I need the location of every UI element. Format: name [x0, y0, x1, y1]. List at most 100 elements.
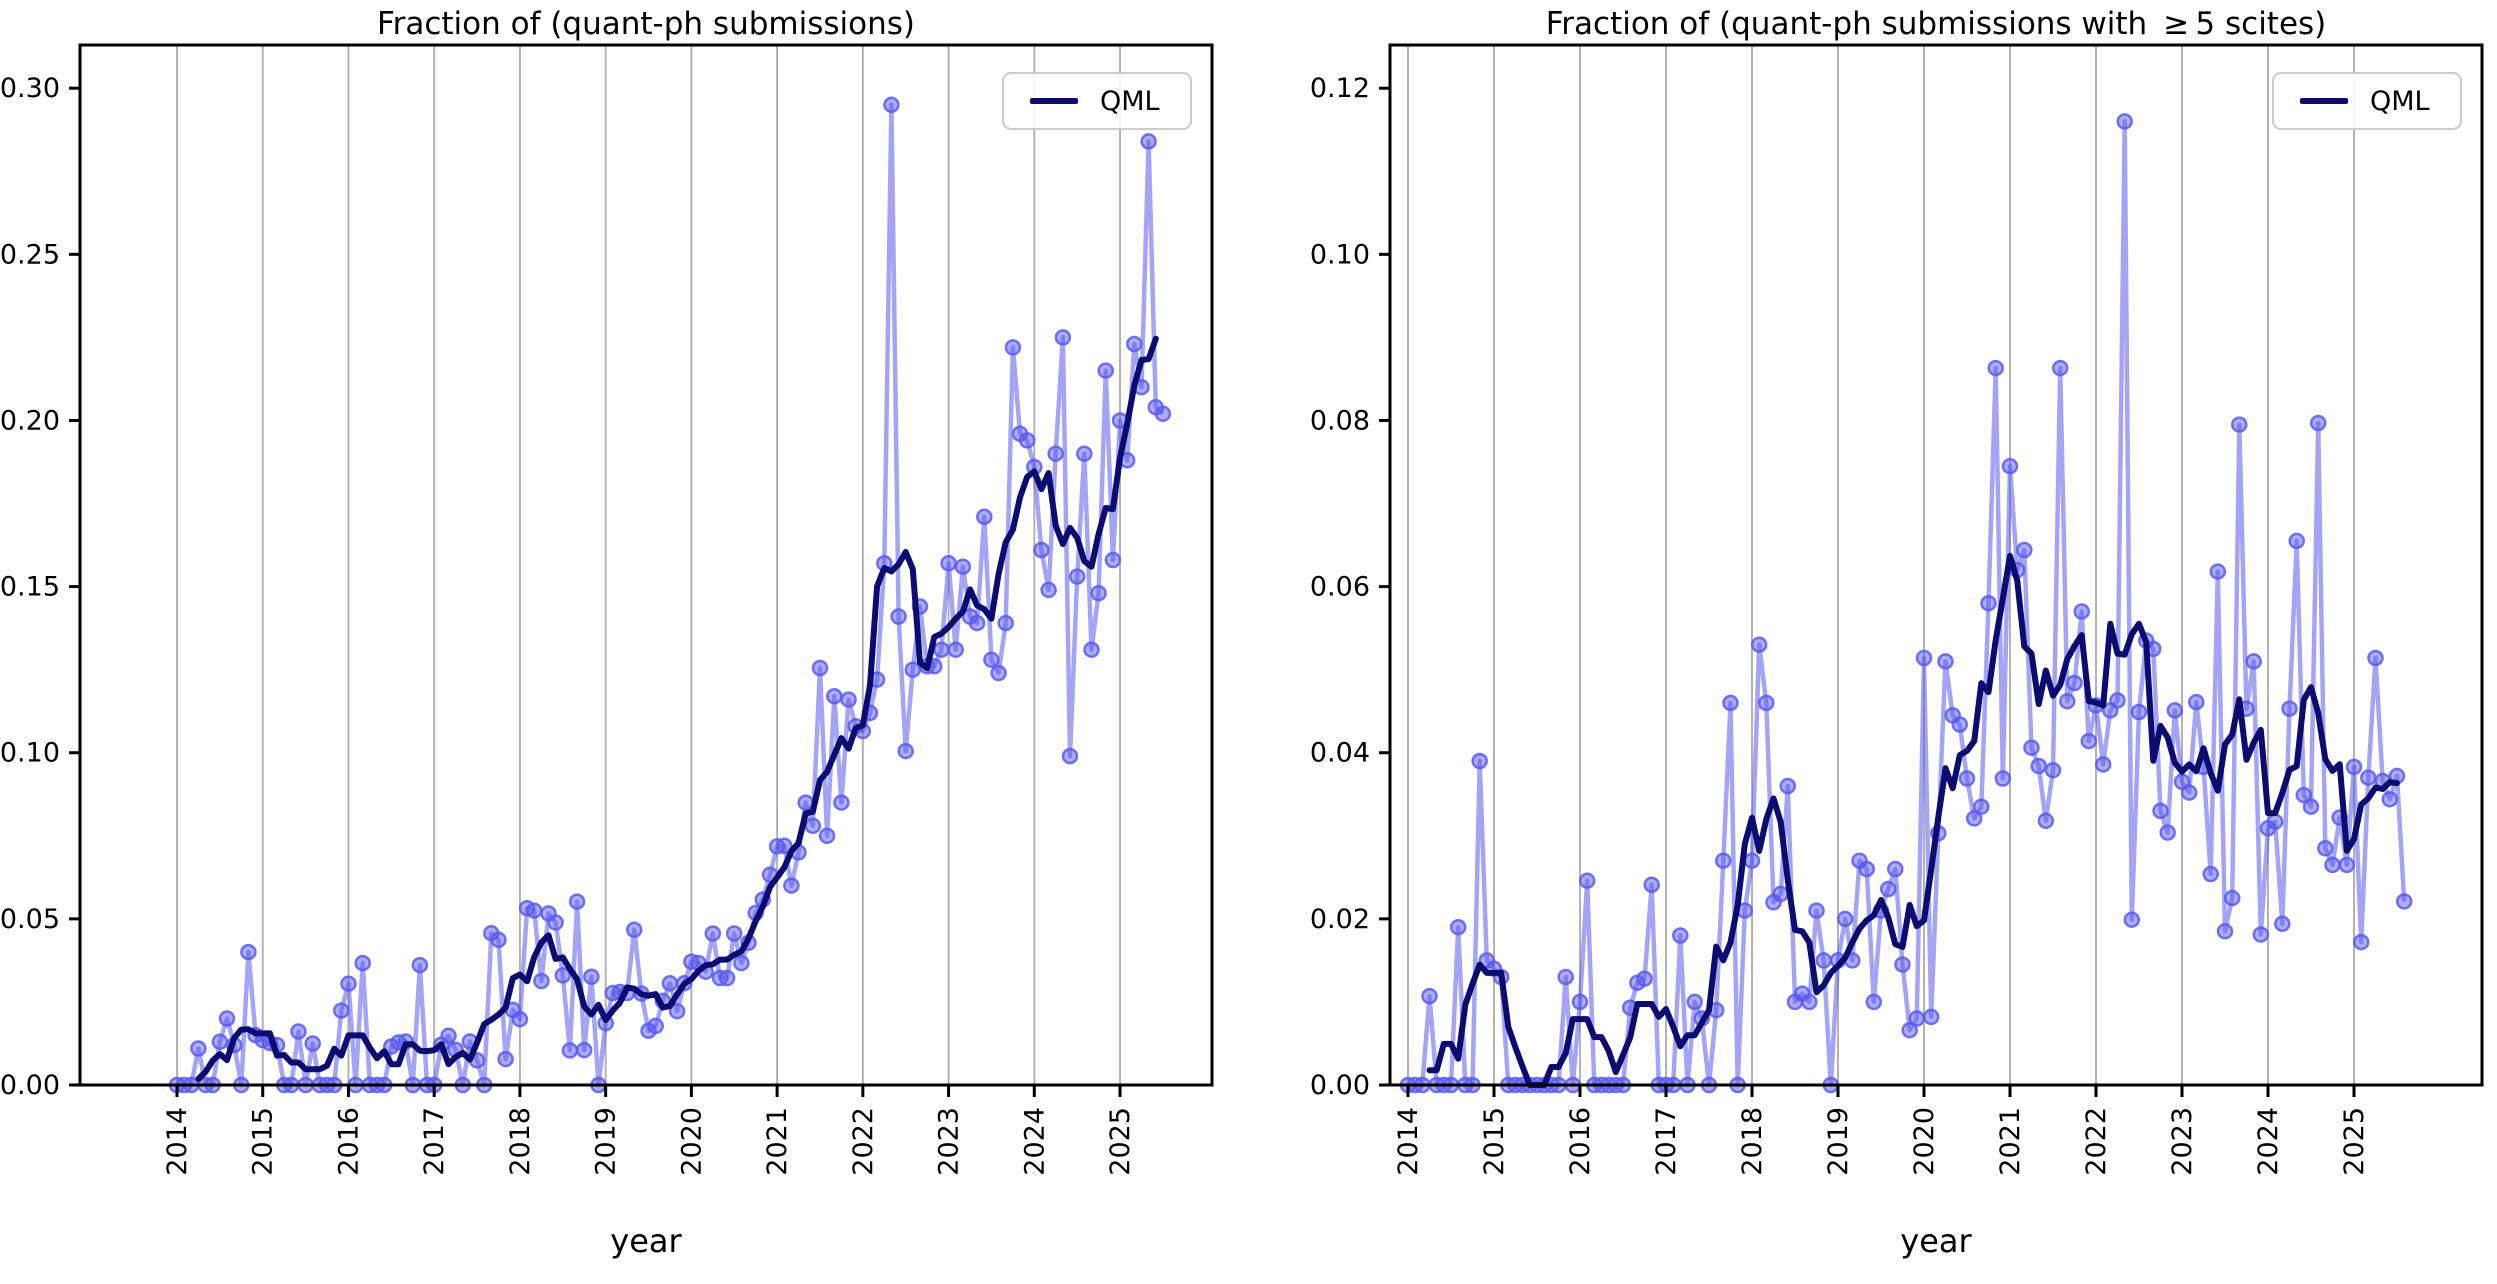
data-point — [2016, 541, 2033, 559]
left-chart-title: Fraction of (quant-ph submissions) — [377, 6, 915, 42]
data-point — [2367, 649, 2384, 667]
data-point — [976, 508, 993, 526]
data-point — [1643, 876, 1660, 894]
data-point — [1858, 860, 1875, 878]
data-point — [954, 558, 972, 575]
chart-0: 0.00 0.05 0.10 0.15 0.20 0.25 0.30 2014 2015 2016… — [0, 43, 1214, 1176]
data-point — [2352, 933, 2370, 951]
data-point — [804, 817, 822, 835]
data-point — [2166, 702, 2184, 719]
plot-frame — [78, 43, 1214, 1087]
data-point — [2116, 113, 2133, 130]
data-point — [568, 893, 586, 910]
data-point — [2044, 761, 2062, 779]
data-point — [2252, 926, 2270, 943]
data-point — [1083, 641, 1100, 658]
data-point — [2030, 757, 2047, 775]
x-tick-label: 2017 — [419, 1107, 450, 1176]
data-point — [2281, 700, 2298, 717]
x-tick-label: 2019 — [1823, 1107, 1854, 1176]
data-point — [733, 954, 750, 972]
data-point — [490, 931, 507, 949]
data-point — [2094, 756, 2112, 773]
data-point — [1772, 885, 1789, 903]
data-point — [2395, 893, 2413, 910]
data-point — [1571, 993, 1589, 1011]
x-tick-label: 2018 — [1737, 1107, 1768, 1176]
data-point — [797, 794, 814, 811]
data-point — [1047, 445, 1064, 462]
data-point — [333, 1002, 350, 1019]
right-legend-label: QML — [2370, 85, 2430, 117]
rolling-mean-line — [195, 335, 1159, 1082]
left-legend: QML — [1002, 72, 1192, 130]
right-legend-line-sample — [2300, 98, 2348, 104]
data-point — [1973, 798, 1990, 815]
x-tick-label: 2023 — [2167, 1107, 2198, 1176]
x-tick-label: 2019 — [591, 1107, 622, 1176]
data-point — [2001, 457, 2019, 475]
data-point — [904, 661, 922, 678]
data-point — [511, 1010, 529, 1028]
data-point — [190, 1040, 207, 1057]
data-point — [1994, 770, 2012, 787]
data-point — [1471, 752, 1488, 770]
data-point — [1557, 968, 1574, 986]
data-point — [340, 975, 357, 992]
data-point — [1040, 581, 1057, 599]
data-point — [1915, 649, 1933, 667]
x-tick-label: 2024 — [1019, 1107, 1050, 1176]
x-tick-label: 2023 — [934, 1107, 965, 1176]
rolling-mean-line — [1426, 553, 2400, 1088]
data-point — [1722, 694, 1739, 712]
y-tick-label: 0.00 — [0, 1070, 60, 1101]
data-point — [1076, 445, 1093, 462]
x-tick-label: 2015 — [248, 1107, 279, 1176]
data-point — [1958, 770, 1976, 787]
data-point — [2059, 692, 2076, 710]
x-tick-label: 2014 — [1393, 1107, 1424, 1176]
x-tick-label: 2021 — [762, 1107, 793, 1176]
data-point — [1965, 810, 1983, 827]
data-point — [1937, 653, 1954, 670]
data-point — [890, 608, 907, 625]
x-tick-label: 2014 — [162, 1107, 193, 1176]
data-point — [1672, 927, 1689, 944]
x-tick-label: 2018 — [505, 1107, 536, 1176]
data-point — [2381, 790, 2399, 808]
data-point — [1715, 852, 1732, 869]
monthly-series-markers — [168, 96, 1172, 1094]
x-tick-label: 2024 — [2253, 1107, 2284, 1176]
data-point — [2066, 674, 2083, 692]
x-tick-label: 2017 — [1651, 1107, 1682, 1176]
right-x-axis-label: year — [1900, 1222, 1972, 1260]
x-tick-label: 2022 — [848, 1107, 879, 1176]
y-tick-label: 0.25 — [0, 239, 60, 270]
y-tick-label: 0.30 — [0, 73, 60, 104]
data-point — [2037, 812, 2055, 830]
data-point — [983, 651, 1000, 668]
data-point — [2345, 758, 2363, 776]
data-point — [2245, 653, 2262, 670]
data-point — [2288, 532, 2305, 550]
data-point — [1836, 910, 1854, 928]
data-point — [990, 664, 1007, 682]
data-point — [1951, 716, 1969, 733]
data-point — [2317, 840, 2334, 857]
data-point — [304, 1035, 321, 1052]
data-point — [440, 1027, 457, 1045]
data-point — [2209, 563, 2227, 580]
data-point — [2123, 911, 2141, 928]
data-point — [840, 691, 857, 708]
right-legend: QML — [2272, 72, 2462, 130]
data-point — [1908, 1010, 1926, 1027]
data-point — [833, 794, 850, 811]
data-point — [2324, 856, 2341, 874]
data-point — [1018, 432, 1036, 449]
x-tick-label: 2015 — [1479, 1107, 1510, 1176]
data-point — [1449, 918, 1467, 936]
data-point — [1815, 952, 1832, 969]
y-tick-label: 0.10 — [0, 738, 60, 769]
data-point — [1068, 568, 1086, 585]
